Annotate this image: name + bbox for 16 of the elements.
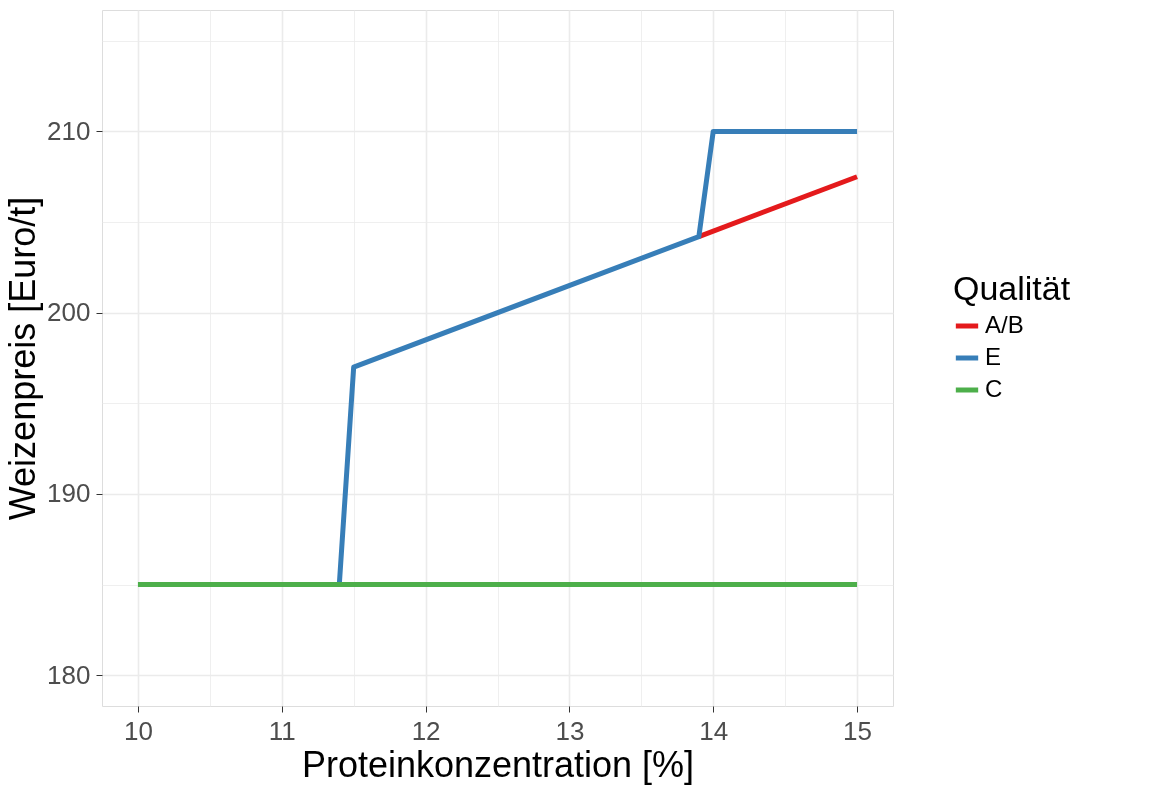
x-tick-label: 13 [555, 715, 585, 746]
y-axis-title: Weizenpreis [Euro/t] [2, 196, 44, 521]
x-tick-label: 12 [411, 715, 441, 746]
legend-label: A/B [985, 311, 1024, 338]
x-axis-title: Proteinkonzentration [%] [301, 743, 695, 785]
x-tick-label: 15 [843, 715, 873, 746]
y-tick-label: 200 [47, 297, 91, 328]
x-tick-label: 10 [123, 715, 153, 746]
legend-title: Qualität [953, 269, 1071, 307]
x-tick-label: 14 [699, 715, 729, 746]
x-tick-label: 11 [268, 715, 296, 746]
legend-label: E [985, 343, 1002, 370]
y-tick-label: 180 [47, 659, 91, 690]
legend-label: C [985, 375, 1003, 402]
y-tick-label: 210 [47, 115, 91, 146]
y-tick-label: 190 [47, 478, 91, 509]
